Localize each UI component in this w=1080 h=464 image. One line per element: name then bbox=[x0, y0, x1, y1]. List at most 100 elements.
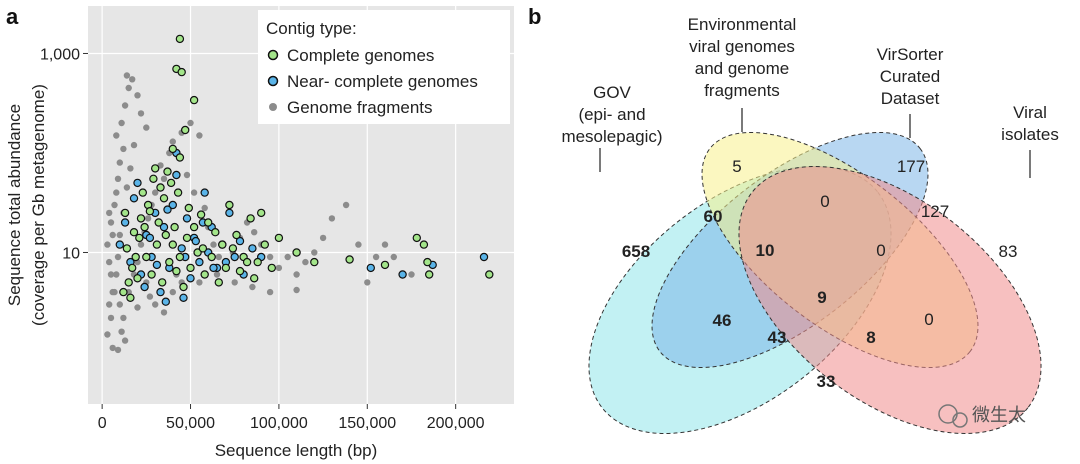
data-point bbox=[163, 167, 172, 176]
venn-count-gov-virsorter-isolates: 43 bbox=[768, 328, 787, 347]
data-point bbox=[196, 210, 206, 219]
data-point bbox=[235, 236, 245, 246]
data-point bbox=[485, 270, 494, 279]
data-point bbox=[248, 244, 257, 253]
data-point bbox=[267, 263, 276, 273]
data-point bbox=[152, 189, 159, 196]
data-point bbox=[120, 314, 127, 322]
data-point bbox=[175, 34, 185, 44]
data-point bbox=[214, 278, 223, 287]
data-point bbox=[425, 270, 434, 279]
watermark-text: 微生太 bbox=[972, 405, 1026, 426]
data-point bbox=[119, 287, 128, 297]
data-point bbox=[249, 274, 259, 283]
data-point bbox=[133, 274, 142, 283]
data-point bbox=[179, 282, 188, 292]
data-point bbox=[140, 222, 149, 232]
venn-label-gov-line1: GOV bbox=[593, 83, 631, 102]
venn-set-viral-isolates bbox=[738, 166, 1042, 434]
data-point bbox=[292, 248, 301, 257]
venn-count-gov-env-isolates: 8 bbox=[866, 328, 875, 347]
data-point bbox=[137, 241, 145, 248]
data-point bbox=[235, 266, 245, 276]
data-points bbox=[104, 34, 494, 354]
data-point bbox=[179, 293, 188, 302]
data-point bbox=[210, 241, 217, 248]
data-point bbox=[106, 301, 113, 308]
x-tick-label: 150,000 bbox=[338, 415, 396, 432]
data-point bbox=[191, 236, 200, 246]
data-point bbox=[143, 124, 150, 131]
scatter-plot: 0 50,000 100,000 150,000 200,000 10 1,000 Seq… bbox=[5, 6, 514, 460]
data-point bbox=[189, 95, 199, 105]
data-point bbox=[146, 293, 154, 300]
data-point bbox=[114, 346, 122, 354]
data-point bbox=[156, 287, 165, 297]
data-point bbox=[231, 279, 238, 286]
data-point bbox=[127, 165, 134, 172]
data-point bbox=[121, 337, 129, 344]
venn-count-env-virsorter: 0 bbox=[820, 192, 829, 211]
data-point bbox=[154, 218, 163, 227]
data-point bbox=[423, 257, 432, 267]
data-point bbox=[479, 252, 489, 262]
data-point bbox=[114, 175, 122, 182]
data-point bbox=[134, 304, 141, 311]
data-point bbox=[145, 206, 155, 216]
venn-count-all-four: 9 bbox=[817, 288, 826, 307]
data-point bbox=[246, 214, 255, 223]
data-point bbox=[161, 230, 170, 240]
venn-count-env-isolates: 0 bbox=[924, 310, 933, 329]
venn-count-isolates-only: 83 bbox=[999, 242, 1018, 261]
data-point bbox=[169, 138, 176, 145]
data-point bbox=[126, 293, 135, 302]
x-tick-label: 0 bbox=[98, 415, 107, 432]
x-tick-label: 50,000 bbox=[166, 415, 215, 432]
venn-count-env-virsorter-isolates: 0 bbox=[876, 241, 885, 260]
data-point bbox=[168, 144, 177, 154]
data-point bbox=[182, 233, 192, 243]
data-point bbox=[364, 279, 371, 286]
data-point bbox=[120, 208, 130, 218]
data-point bbox=[170, 222, 179, 232]
venn-label-gov-line2: (epi- and bbox=[578, 105, 645, 124]
data-point bbox=[249, 283, 256, 291]
data-point bbox=[183, 171, 191, 179]
data-point bbox=[187, 119, 194, 127]
data-point bbox=[266, 288, 274, 296]
data-point bbox=[186, 274, 195, 283]
venn-count-gov-only: 658 bbox=[622, 242, 650, 261]
venn-diagram: GOV (epi- and mesolepagic) Environmental… bbox=[561, 15, 1059, 434]
x-axis-ticks: 0 50,000 100,000 150,000 200,000 bbox=[98, 404, 485, 432]
x-tick-label: 100,000 bbox=[250, 415, 308, 432]
data-point bbox=[113, 132, 120, 139]
data-point bbox=[342, 201, 350, 209]
data-point bbox=[131, 252, 140, 262]
legend-label-fragments: Genome fragments bbox=[287, 98, 433, 117]
data-point bbox=[319, 234, 327, 242]
data-point bbox=[124, 278, 133, 287]
data-point bbox=[114, 253, 122, 261]
legend-box bbox=[258, 10, 510, 124]
venn-count-gov-env: 60 bbox=[704, 207, 723, 226]
data-point bbox=[123, 184, 131, 191]
data-point bbox=[147, 270, 156, 279]
data-point bbox=[207, 252, 216, 262]
data-point bbox=[121, 102, 129, 109]
data-point bbox=[106, 209, 113, 217]
data-point bbox=[113, 189, 120, 196]
data-point bbox=[372, 253, 380, 261]
data-point bbox=[122, 244, 132, 253]
data-point bbox=[260, 240, 269, 249]
data-point bbox=[106, 258, 113, 266]
data-point bbox=[113, 271, 120, 278]
data-point bbox=[172, 266, 181, 276]
venn-count-virsorter-only: 177 bbox=[897, 157, 925, 176]
data-point bbox=[177, 244, 186, 253]
data-point bbox=[257, 208, 266, 218]
data-point bbox=[145, 233, 155, 243]
data-point bbox=[136, 214, 146, 223]
data-point bbox=[419, 240, 429, 249]
data-point bbox=[142, 252, 151, 262]
venn-label-vs-line1: VirSorter bbox=[877, 45, 944, 64]
